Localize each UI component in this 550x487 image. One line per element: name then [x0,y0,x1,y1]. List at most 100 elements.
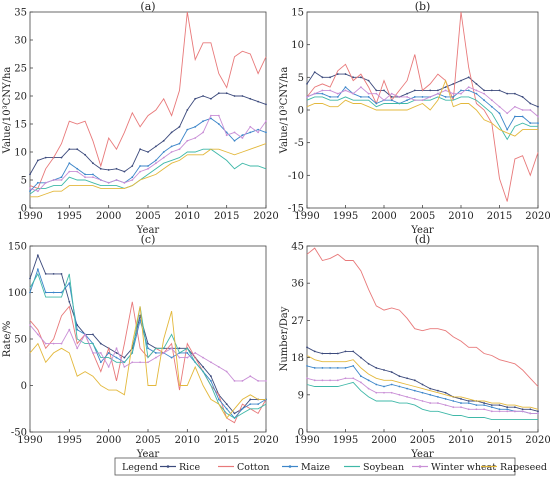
data-point [506,92,509,95]
y-tick-label: 10 [14,148,27,159]
y-tick-label: 27 [291,316,304,327]
data-point [217,366,220,368]
data-point [44,273,47,275]
data-point [429,393,432,396]
data-point [413,389,416,392]
data-point [313,379,316,382]
data-point [233,139,236,142]
x-tick-label: 2005 [410,435,435,446]
y-tick-label: -5 [294,138,304,149]
data-point [202,95,204,97]
data-point [147,167,149,170]
data-point [390,383,393,386]
data-point [437,389,439,392]
data-point [257,128,260,131]
data-point [529,102,532,105]
data-point [444,96,447,98]
data-point [344,350,347,353]
y-tick-label: 50 [14,335,27,346]
data-point [321,379,324,382]
data-point [131,176,134,179]
data-point [360,76,362,79]
data-point [147,151,149,153]
legend-marker [288,465,292,468]
data-point [329,96,331,98]
data-point [429,402,432,404]
data-point [514,92,516,95]
data-point [76,347,79,350]
data-point [99,342,102,345]
data-point [475,92,478,95]
data-point [194,352,197,354]
data-point [344,367,347,369]
data-point [336,73,339,75]
data-point [76,328,79,331]
data-point [467,76,470,79]
data-point [99,167,102,170]
x-tick-label: 2020 [525,211,550,222]
data-point [306,377,308,380]
data-point [367,387,370,390]
data-point [68,300,71,303]
data-point [44,291,47,294]
data-point [154,159,157,162]
data-point [437,89,439,92]
x-tick-label: 1995 [57,435,82,446]
series-line [29,306,266,419]
data-point [429,89,432,92]
data-point [186,109,189,111]
data-point [147,165,149,167]
panel-title: (c) [141,233,156,246]
data-point [360,381,362,384]
data-point [352,350,355,353]
x-tick-label: 2000 [371,211,396,222]
data-point [406,96,408,98]
data-point [367,79,370,82]
data-point [233,131,236,134]
data-point [202,120,204,123]
data-point [257,379,260,382]
data-point [139,361,142,364]
data-point [352,377,355,380]
data-point [529,412,532,415]
y-tick-label: -50 [11,428,27,439]
data-point [249,403,252,405]
y-tick-label: 25 [14,64,27,75]
data-point [241,137,244,139]
legend-entry: Soybean [363,462,404,473]
data-point [475,408,478,411]
data-point [217,398,220,401]
x-tick-label: 2020 [253,435,278,446]
data-point [437,92,439,95]
data-point [514,115,516,118]
data-point [490,406,493,409]
data-point [29,291,31,294]
series-line [306,381,538,421]
data-point [210,375,212,378]
y-tick-label: 15 [14,120,27,131]
data-point [60,179,63,181]
data-point [76,170,79,173]
x-tick-label: 2015 [487,211,512,222]
y-tick-label: 45 [291,242,304,253]
x-axis-label: Year [136,225,160,236]
data-point [29,324,31,326]
data-point [44,342,47,345]
chart-panel: 1990 1995 2000 2005 2010 2015 2020 -15 -10 -5 0 5 10… [279,0,550,236]
data-point [241,407,244,410]
data-point [398,375,401,378]
data-point [336,379,339,382]
series-line [29,117,267,192]
data-point [506,406,509,409]
data-point [352,364,355,367]
data-point [321,89,324,92]
series-line [29,324,266,382]
data-point [475,89,478,92]
data-point [506,128,509,131]
data-point [467,89,470,92]
y-axis-label: Value/10³CNY/ha [2,67,13,155]
data-point [202,131,204,134]
data-point [92,173,94,176]
data-point [406,99,408,102]
data-point [139,148,142,151]
